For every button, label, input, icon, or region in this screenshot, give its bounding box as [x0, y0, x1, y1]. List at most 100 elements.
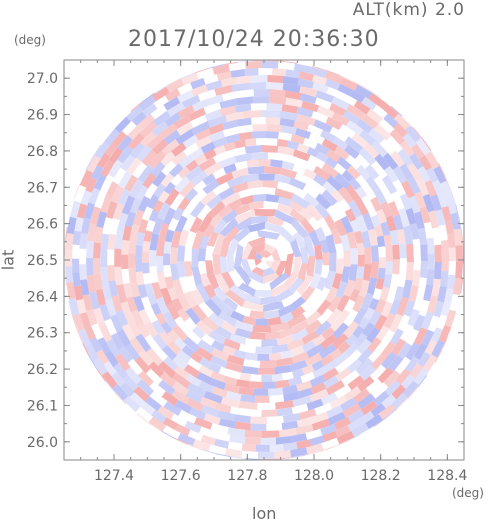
echo-cell [111, 185, 125, 204]
echo-cell [247, 247, 258, 260]
echo-cell [375, 278, 385, 290]
echo-cell [205, 80, 223, 92]
echo-cell [254, 209, 276, 217]
echo-cell [104, 128, 120, 146]
echo-cell [201, 449, 217, 455]
echo-cell [357, 348, 373, 364]
echo-cell [381, 102, 399, 119]
echo-cell [389, 128, 406, 145]
y-tick-label: 26.0 [27, 435, 58, 451]
echo-cell [100, 195, 112, 213]
echo-cell [390, 328, 404, 346]
echo-cell [329, 348, 343, 361]
echo-cell [322, 430, 338, 443]
echo-cell [303, 192, 320, 208]
echo-cell [397, 148, 414, 167]
echo-cell [244, 68, 259, 76]
echo-cell [246, 159, 259, 168]
echo-cell [341, 266, 351, 284]
echo-cell [173, 365, 190, 380]
echo-cell [175, 423, 191, 437]
echo-cell [156, 255, 164, 273]
echo-cell [191, 304, 207, 322]
echo-cell [366, 277, 378, 295]
echo-cell [226, 175, 244, 188]
echo-cell [219, 256, 228, 274]
echo-cell [249, 331, 266, 340]
echo-cell [293, 120, 310, 131]
echo-cell [74, 183, 81, 198]
echo-cell [361, 96, 377, 111]
echo-cell [145, 396, 162, 412]
y-tick-label: 26.7 [27, 180, 58, 196]
echo-cell [402, 380, 419, 398]
echo-cell [329, 395, 348, 410]
echo-cell [325, 71, 343, 84]
echo-cell [278, 428, 297, 438]
echo-cell [444, 288, 454, 304]
echo-cell [283, 391, 299, 402]
echo-cell [288, 376, 303, 387]
echo-cell [298, 71, 314, 82]
echo-cell [336, 156, 352, 171]
echo-cell [135, 333, 152, 353]
echo-cell [190, 121, 211, 136]
echo-cell [305, 319, 323, 335]
echo-cell [170, 230, 182, 248]
echo-cell [291, 346, 305, 357]
echo-cell [381, 394, 397, 409]
echo-cell [231, 167, 249, 179]
echo-cell [213, 286, 228, 302]
echo-cell [127, 132, 145, 150]
echo-cell [417, 351, 431, 368]
echo-cell [192, 439, 211, 452]
echo-cell [281, 160, 295, 171]
echo-cell [148, 150, 166, 169]
echo-cell [268, 316, 282, 326]
echo-cell [284, 90, 302, 100]
echo-cell [413, 327, 428, 346]
echo-cell [160, 430, 175, 439]
echo-cell [234, 209, 256, 224]
echo-cell [160, 172, 175, 188]
echo-cell [191, 266, 203, 286]
echo-cell [374, 123, 392, 141]
echo-cell [347, 434, 361, 442]
echo-cell [170, 247, 178, 264]
echo-cell [302, 340, 316, 353]
echo-cell [316, 276, 328, 291]
echo-cell [166, 329, 180, 343]
echo-cell [235, 379, 250, 389]
echo-cell [152, 217, 164, 235]
echo-cell [374, 224, 384, 237]
echo-cell [275, 357, 294, 368]
echo-cell [293, 63, 312, 74]
echo-cell [309, 374, 326, 388]
echo-cell [262, 272, 281, 284]
echo-cell [79, 264, 87, 280]
echo-cell [241, 443, 256, 452]
echo-cell [446, 274, 456, 290]
echo-cell [301, 100, 320, 113]
echo-cell [166, 79, 184, 93]
y-tick-label: 26.3 [27, 326, 58, 342]
echo-cell [92, 357, 108, 376]
echo-cell [129, 392, 145, 407]
echo-cell [171, 324, 188, 342]
echo-cell [233, 265, 252, 287]
echo-cell [408, 195, 421, 214]
echo-cell [302, 364, 315, 376]
echo-cell [220, 321, 238, 335]
echo-cell [206, 94, 224, 106]
echo-cell [154, 85, 168, 94]
echo-cell [421, 138, 432, 151]
echo-cell [290, 306, 306, 319]
echo-cell [440, 301, 452, 317]
echo-cell [420, 244, 428, 262]
echo-cell [448, 247, 456, 262]
echo-cell [135, 258, 143, 273]
echo-cell [291, 193, 311, 209]
echo-cell [314, 320, 332, 337]
echo-cell [151, 121, 169, 137]
echo-cell [264, 310, 280, 319]
